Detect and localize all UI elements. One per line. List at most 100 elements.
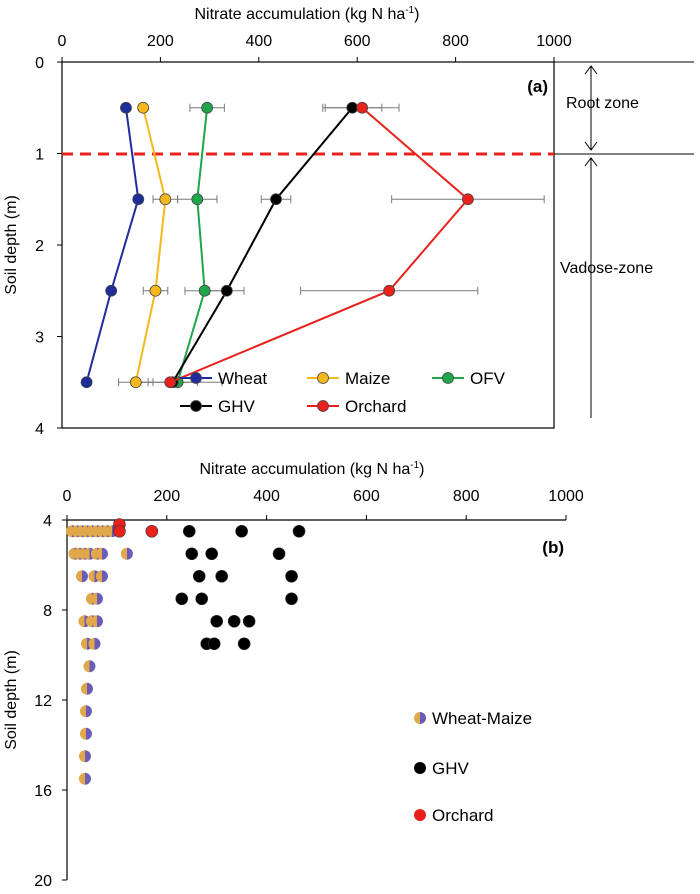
data-point-maize <box>137 101 150 114</box>
data-point-ghv <box>182 524 196 538</box>
panel-a-legend: Wheat Maize OFV GHV Orchard <box>180 369 506 416</box>
legend-marker-orchard <box>414 809 426 821</box>
legend-marker-wheat-maize <box>414 712 426 724</box>
panel-a-y-tick-label: 0 <box>35 55 44 72</box>
panel-a-x-tick-label: 800 <box>442 33 469 50</box>
data-point-wheat-maize <box>90 592 103 605</box>
legend-label-ghv: GHV <box>218 397 256 416</box>
data-point-ghv <box>192 569 206 583</box>
data-point-wheat-maize <box>120 547 133 560</box>
data-point-ghv <box>185 547 199 561</box>
data-point-ghv <box>205 547 219 561</box>
root-zone-label: Root zone <box>566 95 639 112</box>
data-point-wheat-maize <box>79 727 92 740</box>
legend-label-wheat: Wheat <box>218 369 267 388</box>
panel-b-x-axis-title: Nitrate accumulation (kg N ha-1) <box>200 460 425 478</box>
data-point-maize <box>149 284 162 297</box>
panel-a-y-tick-label: 3 <box>35 330 44 347</box>
data-point-ghv <box>175 592 189 606</box>
data-point-wheat <box>132 193 145 206</box>
panel-a-x-tick-label: 600 <box>344 33 371 50</box>
panel-a-x-tick-label: 0 <box>58 33 67 50</box>
data-point-wheat-maize <box>78 772 91 785</box>
panel-b-x-tick-label: 600 <box>353 488 380 505</box>
data-point-orchard <box>145 524 159 538</box>
data-point-wheat-maize <box>83 660 96 673</box>
data-point-ghv <box>285 592 298 606</box>
data-point-wheat-maize <box>80 682 93 695</box>
data-point-ofv <box>198 284 211 297</box>
data-point-ghv <box>292 524 306 538</box>
data-point-ghv <box>210 614 223 628</box>
data-point-orchard <box>113 524 126 538</box>
data-point-wheat-maize <box>75 570 88 583</box>
data-point-ghv <box>215 569 228 583</box>
series-line-ghv <box>171 107 354 383</box>
legend-marker-ghv <box>414 762 426 774</box>
legend-label-wheat-maize: Wheat-Maize <box>432 709 532 728</box>
series-line-wheat <box>85 107 140 383</box>
data-point-ghv <box>227 614 241 628</box>
legend-label-orchard: Orchard <box>345 397 406 416</box>
data-point-ghv <box>346 101 359 114</box>
legend-marker-wheat <box>190 372 202 384</box>
legend-marker-orchard <box>317 400 329 412</box>
data-point-ghv <box>220 284 233 297</box>
legend-marker-maize <box>317 372 329 384</box>
data-point-orchard <box>356 101 369 114</box>
legend-label-orchard: Orchard <box>432 806 493 825</box>
data-point-ghv <box>285 569 298 583</box>
panel-b-x-tick-label: 800 <box>453 488 480 505</box>
data-point-orchard <box>383 284 396 297</box>
data-point-wheat <box>105 284 118 297</box>
panel-b-x-tick-label: 1000 <box>548 488 584 505</box>
vadose-zone-label: Vadose-zone <box>560 260 653 277</box>
data-point-wheat-maize <box>78 750 91 763</box>
panel-b-legend: Wheat-Maize GHV Orchard <box>414 709 532 825</box>
legend-label-ghv: GHV <box>432 759 470 778</box>
panel-a-y-tick-label: 1 <box>35 147 44 164</box>
data-point-ghv <box>242 614 256 628</box>
panel-a-x-tick-label: 400 <box>245 33 272 50</box>
data-point-orchard <box>164 376 177 389</box>
legend-marker-ghv <box>190 400 202 412</box>
panel-a-x-tick-label: 200 <box>147 33 174 50</box>
panel-a-y-axis-title: Soil depth (m) <box>3 195 20 295</box>
series-line-maize <box>134 107 167 383</box>
data-point-wheat-maize <box>90 615 103 628</box>
data-point-ghv <box>195 592 209 606</box>
data-point-orchard <box>461 193 474 206</box>
panel-b-y-tick-label: 4 <box>43 513 52 530</box>
data-point-ghv <box>237 637 251 651</box>
series-line-orchard <box>169 106 470 384</box>
data-point-wheat-maize <box>88 637 101 650</box>
panel-a-y-tick-label: 4 <box>35 421 44 438</box>
series-line-ofv <box>176 107 209 383</box>
data-point-ghv <box>272 547 286 561</box>
root-zone-arrowhead-bottom <box>584 141 598 151</box>
data-point-wheat-maize <box>79 705 92 718</box>
data-point-ofv <box>201 101 214 114</box>
panel-b-label: (b) <box>542 538 564 557</box>
data-point-ghv <box>270 193 282 206</box>
legend-marker-ofv <box>442 372 454 384</box>
legend-label-maize: Maize <box>345 369 390 388</box>
data-point-maize <box>129 376 142 389</box>
vadose-zone-arrowhead-top <box>584 157 598 167</box>
data-point-wheat-maize <box>95 547 108 560</box>
panel-b-x-tick-label: 400 <box>253 488 280 505</box>
panel-a-label: (a) <box>527 77 548 96</box>
data-point-wheat-maize <box>95 570 108 583</box>
legend-label-ofv: OFV <box>470 369 506 388</box>
panel-a-x-axis-title: Nitrate accumulation (kg N ha-1) <box>195 5 420 23</box>
panel-b-y-tick-label: 16 <box>34 783 52 800</box>
data-point-ofv <box>191 193 204 206</box>
panel-b-x-tick-label: 0 <box>63 488 72 505</box>
panel-a: Nitrate accumulation (kg N ha-1) Soil de… <box>3 5 694 438</box>
panel-b-y-tick-label: 20 <box>34 873 52 889</box>
data-point-wheat <box>80 376 93 389</box>
data-point-ghv <box>235 524 248 538</box>
panel-b-y-tick-label: 12 <box>34 693 52 710</box>
panel-a-x-tick-label: 1000 <box>536 33 572 50</box>
